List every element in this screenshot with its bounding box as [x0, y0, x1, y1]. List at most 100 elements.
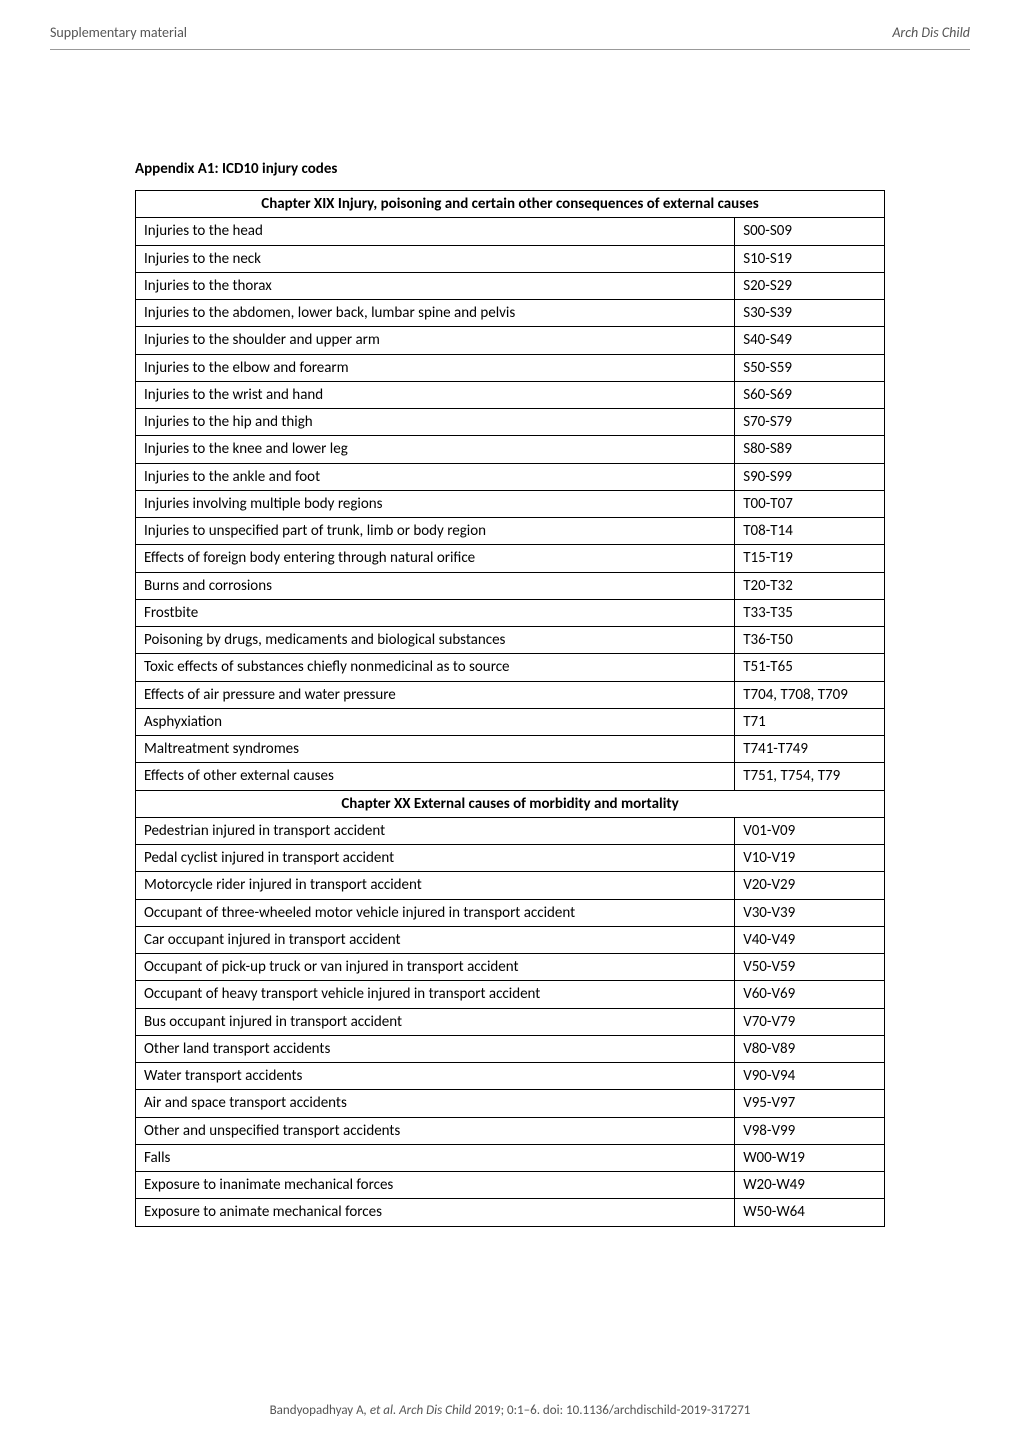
- table-row: Exposure to inanimate mechanical forcesW…: [136, 1172, 885, 1199]
- row-description: Exposure to animate mechanical forces: [136, 1199, 735, 1226]
- table-row: Injuries to the shoulder and upper armS4…: [136, 327, 885, 354]
- table-row: Injuries to the wrist and handS60-S69: [136, 381, 885, 408]
- row-description: Injuries to the hip and thigh: [136, 409, 735, 436]
- row-code: T20-T32: [735, 572, 885, 599]
- table-row: Exposure to animate mechanical forcesW50…: [136, 1199, 885, 1226]
- row-description: Injuries to the wrist and hand: [136, 381, 735, 408]
- row-description: Other land transport accidents: [136, 1035, 735, 1062]
- header-right: Arch Dis Child: [892, 24, 970, 41]
- row-code: S90-S99: [735, 463, 885, 490]
- row-description: Pedestrian injured in transport accident: [136, 817, 735, 844]
- table-row: Poisoning by drugs, medicaments and biol…: [136, 627, 885, 654]
- row-description: Occupant of pick-up truck or van injured…: [136, 954, 735, 981]
- row-code: V70-V79: [735, 1008, 885, 1035]
- table-row: Occupant of three-wheeled motor vehicle …: [136, 899, 885, 926]
- row-code: S80-S89: [735, 436, 885, 463]
- row-code: V98-V99: [735, 1117, 885, 1144]
- content-area: Appendix A1: ICD10 injury codes Chapter …: [0, 50, 1020, 1227]
- table-row: Pedestrian injured in transport accident…: [136, 817, 885, 844]
- table-row: Injuries to the knee and lower legS80-S8…: [136, 436, 885, 463]
- row-code: V10-V19: [735, 845, 885, 872]
- table-row: Burns and corrosionsT20-T32: [136, 572, 885, 599]
- row-code: V20-V29: [735, 872, 885, 899]
- row-description: Injuries to the elbow and forearm: [136, 354, 735, 381]
- row-code: T15-T19: [735, 545, 885, 572]
- row-code: T08-T14: [735, 518, 885, 545]
- row-code: S70-S79: [735, 409, 885, 436]
- table-row: Occupant of pick-up truck or van injured…: [136, 954, 885, 981]
- row-code: T71: [735, 708, 885, 735]
- row-description: Injuries to the ankle and foot: [136, 463, 735, 490]
- row-description: Effects of air pressure and water pressu…: [136, 681, 735, 708]
- table-row: FallsW00-W19: [136, 1144, 885, 1171]
- row-code: S40-S49: [735, 327, 885, 354]
- header-left: Supplementary material: [50, 24, 187, 41]
- icd-codes-table: Chapter XIX Injury, poisoning and certai…: [135, 190, 885, 1227]
- row-description: Car occupant injured in transport accide…: [136, 926, 735, 953]
- row-description: Injuries involving multiple body regions: [136, 490, 735, 517]
- row-code: T741-T749: [735, 736, 885, 763]
- page-footer: Bandyopadhyay A, et al. Arch Dis Child 2…: [0, 1403, 1020, 1418]
- table-row: Injuries to the headS00-S09: [136, 218, 885, 245]
- row-code: W50-W64: [735, 1199, 885, 1226]
- table-row: Injuries involving multiple body regions…: [136, 490, 885, 517]
- row-description: Burns and corrosions: [136, 572, 735, 599]
- row-code: W20-W49: [735, 1172, 885, 1199]
- row-description: Injuries to the knee and lower leg: [136, 436, 735, 463]
- row-code: T751, T754, T79: [735, 763, 885, 790]
- row-description: Exposure to inanimate mechanical forces: [136, 1172, 735, 1199]
- row-description: Asphyxiation: [136, 708, 735, 735]
- row-description: Injuries to the shoulder and upper arm: [136, 327, 735, 354]
- section-1-header: Chapter XIX Injury, poisoning and certai…: [136, 191, 885, 218]
- section-2-header: Chapter XX External causes of morbidity …: [136, 790, 885, 817]
- footer-citation: 2019; 0:1–6. doi: 10.1136/archdischild-2…: [471, 1403, 750, 1418]
- table-row: Injuries to the neckS10-S19: [136, 245, 885, 272]
- row-description: Falls: [136, 1144, 735, 1171]
- table-row: FrostbiteT33-T35: [136, 599, 885, 626]
- table-row: Effects of foreign body entering through…: [136, 545, 885, 572]
- row-description: Poisoning by drugs, medicaments and biol…: [136, 627, 735, 654]
- row-code: S00-S09: [735, 218, 885, 245]
- row-code: V90-V94: [735, 1063, 885, 1090]
- row-description: Pedal cyclist injured in transport accid…: [136, 845, 735, 872]
- row-description: Frostbite: [136, 599, 735, 626]
- row-code: T00-T07: [735, 490, 885, 517]
- footer-authors: Bandyopadhyay A: [270, 1403, 364, 1418]
- row-description: Toxic effects of substances chiefly nonm…: [136, 654, 735, 681]
- row-code: T33-T35: [735, 599, 885, 626]
- row-code: V50-V59: [735, 954, 885, 981]
- row-description: Effects of foreign body entering through…: [136, 545, 735, 572]
- row-description: Air and space transport accidents: [136, 1090, 735, 1117]
- row-code: V95-V97: [735, 1090, 885, 1117]
- row-description: Occupant of heavy transport vehicle inju…: [136, 981, 735, 1008]
- table-row: Effects of air pressure and water pressu…: [136, 681, 885, 708]
- table-row: Injuries to the hip and thighS70-S79: [136, 409, 885, 436]
- table-row: Water transport accidentsV90-V94: [136, 1063, 885, 1090]
- table-row: Injuries to the abdomen, lower back, lum…: [136, 300, 885, 327]
- row-code: T36-T50: [735, 627, 885, 654]
- table-row: Bus occupant injured in transport accide…: [136, 1008, 885, 1035]
- row-description: Effects of other external causes: [136, 763, 735, 790]
- row-code: V80-V89: [735, 1035, 885, 1062]
- row-description: Injuries to the head: [136, 218, 735, 245]
- row-code: S20-S29: [735, 272, 885, 299]
- row-code: T51-T65: [735, 654, 885, 681]
- table-row: Other and unspecified transport accident…: [136, 1117, 885, 1144]
- table-row: Effects of other external causesT751, T7…: [136, 763, 885, 790]
- row-code: S60-S69: [735, 381, 885, 408]
- table-row: Injuries to unspecified part of trunk, l…: [136, 518, 885, 545]
- page-header: Supplementary material Arch Dis Child: [0, 0, 1020, 41]
- table-row: Toxic effects of substances chiefly nonm…: [136, 654, 885, 681]
- row-code: S30-S39: [735, 300, 885, 327]
- row-code: T704, T708, T709: [735, 681, 885, 708]
- row-description: Other and unspecified transport accident…: [136, 1117, 735, 1144]
- row-description: Injuries to the neck: [136, 245, 735, 272]
- footer-etal: , et al. Arch Dis Child: [364, 1403, 472, 1418]
- row-code: W00-W19: [735, 1144, 885, 1171]
- row-description: Injuries to the abdomen, lower back, lum…: [136, 300, 735, 327]
- table-row: Car occupant injured in transport accide…: [136, 926, 885, 953]
- table-row: Maltreatment syndromesT741-T749: [136, 736, 885, 763]
- row-description: Motorcycle rider injured in transport ac…: [136, 872, 735, 899]
- row-description: Maltreatment syndromes: [136, 736, 735, 763]
- appendix-title: Appendix A1: ICD10 injury codes: [135, 160, 885, 178]
